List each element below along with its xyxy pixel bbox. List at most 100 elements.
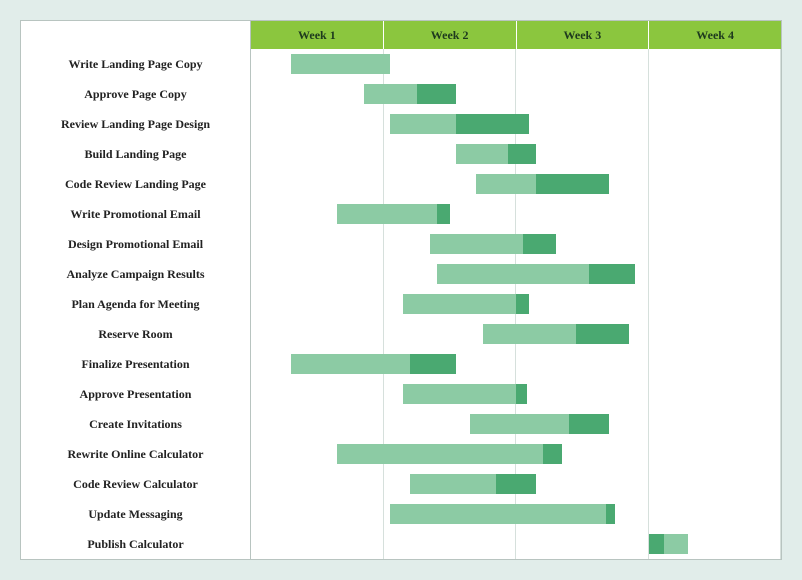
timeline-gridline — [251, 319, 384, 349]
gantt-row: Approve Presentation — [21, 379, 781, 409]
gantt-bar-progress — [508, 144, 536, 164]
task-label: Code Review Calculator — [21, 469, 251, 499]
task-label: Rewrite Online Calculator — [21, 439, 251, 469]
header-label-blank — [21, 21, 251, 49]
gantt-header-row: Week 1 Week 2 Week 3 Week 4 — [21, 21, 781, 49]
timeline-gridline — [649, 319, 782, 349]
task-label: Write Landing Page Copy — [21, 49, 251, 79]
task-label: Create Invitations — [21, 409, 251, 439]
timeline-cell — [251, 169, 781, 199]
gantt-row: Approve Page Copy — [21, 79, 781, 109]
timeline-gridline — [384, 49, 517, 79]
timeline-cell — [251, 409, 781, 439]
gantt-bar-base — [291, 54, 390, 74]
task-label: Approve Presentation — [21, 379, 251, 409]
timeline-gridline — [649, 109, 782, 139]
gantt-bar-base — [337, 444, 562, 464]
gantt-row: Rewrite Online Calculator — [21, 439, 781, 469]
timeline-gridline — [649, 409, 782, 439]
task-label: Approve Page Copy — [21, 79, 251, 109]
timeline-gridline — [516, 139, 649, 169]
gantt-body: Write Landing Page CopyApprove Page Copy… — [21, 49, 781, 559]
timeline-gridline — [649, 289, 782, 319]
gantt-row: Finalize Presentation — [21, 349, 781, 379]
gantt-row: Plan Agenda for Meeting — [21, 289, 781, 319]
task-label: Review Landing Page Design — [21, 109, 251, 139]
timeline-gridline — [251, 379, 384, 409]
timeline-gridline — [251, 259, 384, 289]
timeline-cell — [251, 319, 781, 349]
gantt-bar — [470, 414, 609, 434]
timeline-gridline — [649, 469, 782, 499]
gantt-bar — [337, 204, 450, 224]
timeline-cell — [251, 439, 781, 469]
gantt-bar-progress — [496, 474, 536, 494]
gantt-bar-progress — [576, 324, 629, 344]
gantt-row: Analyze Campaign Results — [21, 259, 781, 289]
gantt-bar — [291, 54, 390, 74]
timeline-cell — [251, 379, 781, 409]
timeline-gridline — [516, 349, 649, 379]
timeline-gridline — [649, 379, 782, 409]
timeline-gridline — [251, 529, 384, 559]
gantt-bar — [437, 264, 636, 284]
timeline-gridline — [251, 499, 384, 529]
gantt-bar-progress — [516, 384, 527, 404]
header-week-2: Week 2 — [384, 21, 517, 49]
gantt-row: Code Review Calculator — [21, 469, 781, 499]
gantt-bar-progress — [417, 84, 457, 104]
gantt-bar-base — [403, 294, 529, 314]
timeline-gridline — [649, 439, 782, 469]
gantt-bar-progress — [410, 354, 456, 374]
gantt-bar — [456, 144, 536, 164]
timeline-gridline — [251, 469, 384, 499]
header-week-4: Week 4 — [649, 21, 781, 49]
timeline-gridline — [649, 79, 782, 109]
timeline-cell — [251, 199, 781, 229]
task-label: Design Promotional Email — [21, 229, 251, 259]
gantt-row: Design Promotional Email — [21, 229, 781, 259]
timeline-gridline — [516, 379, 649, 409]
timeline-cell — [251, 49, 781, 79]
timeline-gridline — [516, 79, 649, 109]
gantt-bar-progress — [437, 204, 450, 224]
gantt-row: Update Messaging — [21, 499, 781, 529]
task-label: Analyze Campaign Results — [21, 259, 251, 289]
gantt-bar — [649, 534, 689, 554]
gantt-row: Publish Calculator — [21, 529, 781, 559]
gantt-bar — [403, 384, 526, 404]
timeline-cell — [251, 139, 781, 169]
gantt-bar-progress — [523, 234, 556, 254]
task-label: Code Review Landing Page — [21, 169, 251, 199]
gantt-chart: Week 1 Week 2 Week 3 Week 4 Write Landin… — [20, 20, 782, 560]
gantt-bar — [291, 354, 457, 374]
timeline-gridline — [516, 199, 649, 229]
gantt-bar-progress — [536, 174, 609, 194]
task-label: Publish Calculator — [21, 529, 251, 559]
timeline-cell — [251, 79, 781, 109]
timeline-gridline — [251, 409, 384, 439]
task-label: Plan Agenda for Meeting — [21, 289, 251, 319]
gantt-bar — [483, 324, 629, 344]
task-label: Write Promotional Email — [21, 199, 251, 229]
task-label: Reserve Room — [21, 319, 251, 349]
gantt-bar — [476, 174, 609, 194]
gantt-bar-base — [403, 384, 526, 404]
gantt-bar-progress — [456, 114, 529, 134]
gantt-row: Code Review Landing Page — [21, 169, 781, 199]
task-label: Update Messaging — [21, 499, 251, 529]
timeline-cell — [251, 109, 781, 139]
timeline-gridline — [251, 169, 384, 199]
timeline-gridline — [649, 49, 782, 79]
gantt-bar-progress — [606, 504, 615, 524]
timeline-gridline — [649, 139, 782, 169]
timeline-gridline — [649, 349, 782, 379]
gantt-row: Write Promotional Email — [21, 199, 781, 229]
gantt-bar-base — [390, 504, 615, 524]
timeline-gridline — [649, 169, 782, 199]
gantt-bar — [390, 504, 615, 524]
gantt-row: Reserve Room — [21, 319, 781, 349]
gantt-bar — [390, 114, 529, 134]
gantt-row: Build Landing Page — [21, 139, 781, 169]
gantt-bar-progress — [569, 414, 609, 434]
